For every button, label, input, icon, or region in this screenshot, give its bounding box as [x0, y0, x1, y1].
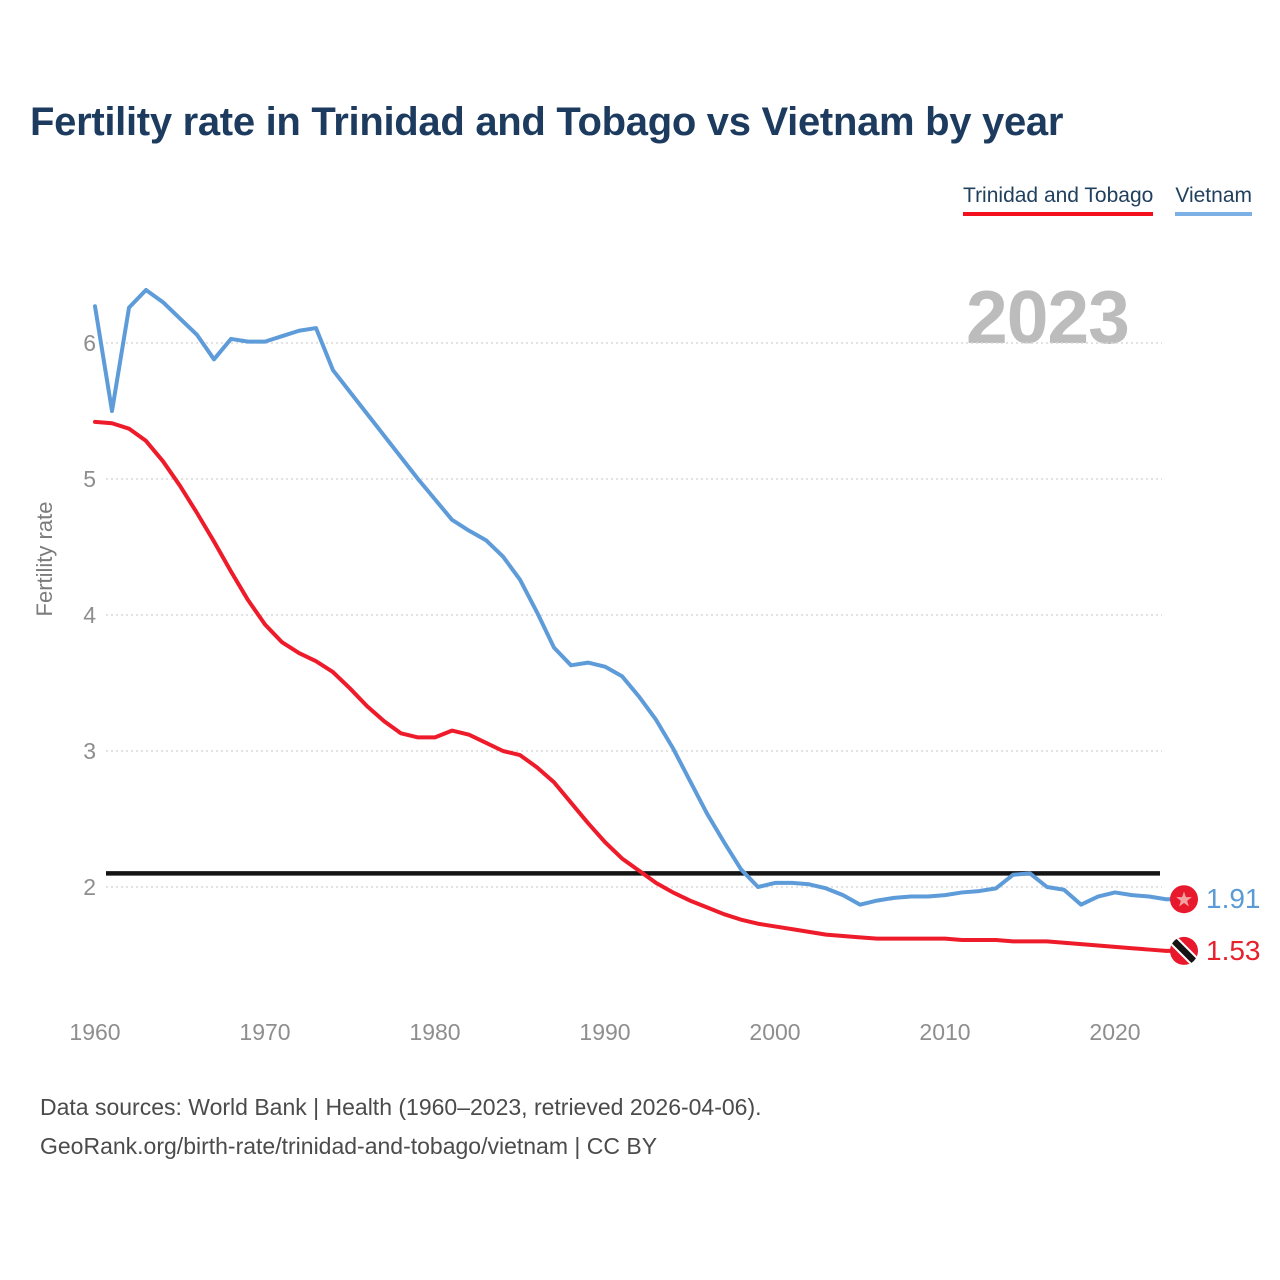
year-watermark: 2023 — [966, 275, 1130, 359]
x-tick-label: 2000 — [749, 1019, 800, 1045]
legend-underline-vietnam — [1175, 212, 1252, 216]
x-tick-label: 2010 — [919, 1019, 970, 1045]
vietnam-end-value: 1.91 — [1206, 883, 1261, 914]
source-line-2: GeoRank.org/birth-rate/trinidad-and-toba… — [40, 1133, 658, 1159]
trinidad-and-tobago-end-value: 1.53 — [1206, 935, 1261, 966]
legend-item-trinidad-and-tobago[interactable]: Trinidad and Tobago — [963, 184, 1154, 216]
x-tick-label: 1970 — [239, 1019, 290, 1045]
trinidad-flag-black-band — [1170, 936, 1198, 965]
y-tick-label: 5 — [83, 466, 96, 492]
legend-label-vietnam: Vietnam — [1175, 184, 1252, 207]
legend: Trinidad and Tobago Vietnam — [963, 184, 1252, 216]
data-source: Data sources: World Bank | Health (1960–… — [40, 1088, 762, 1166]
x-tick-label: 2020 — [1089, 1019, 1140, 1045]
legend-item-vietnam[interactable]: Vietnam — [1175, 184, 1252, 216]
y-tick-label: 4 — [83, 602, 96, 628]
page-title: Fertility rate in Trinidad and Tobago vs… — [30, 100, 1064, 144]
vietnam-flag-star — [1176, 891, 1192, 907]
x-tick-label: 1980 — [409, 1019, 460, 1045]
y-tick-label: 6 — [83, 330, 96, 356]
source-line-1: Data sources: World Bank | Health (1960–… — [40, 1094, 762, 1120]
vietnam-line — [93, 287, 1168, 907]
x-tick-label: 1990 — [579, 1019, 630, 1045]
x-tick-label: 1960 — [69, 1019, 120, 1045]
legend-underline-trinidad-and-tobago — [963, 212, 1154, 216]
trinidad-and-tobago-line — [93, 419, 1168, 953]
y-tick-label: 2 — [83, 874, 96, 900]
legend-label-trinidad-and-tobago: Trinidad and Tobago — [963, 184, 1154, 207]
y-tick-label: 3 — [83, 738, 96, 764]
